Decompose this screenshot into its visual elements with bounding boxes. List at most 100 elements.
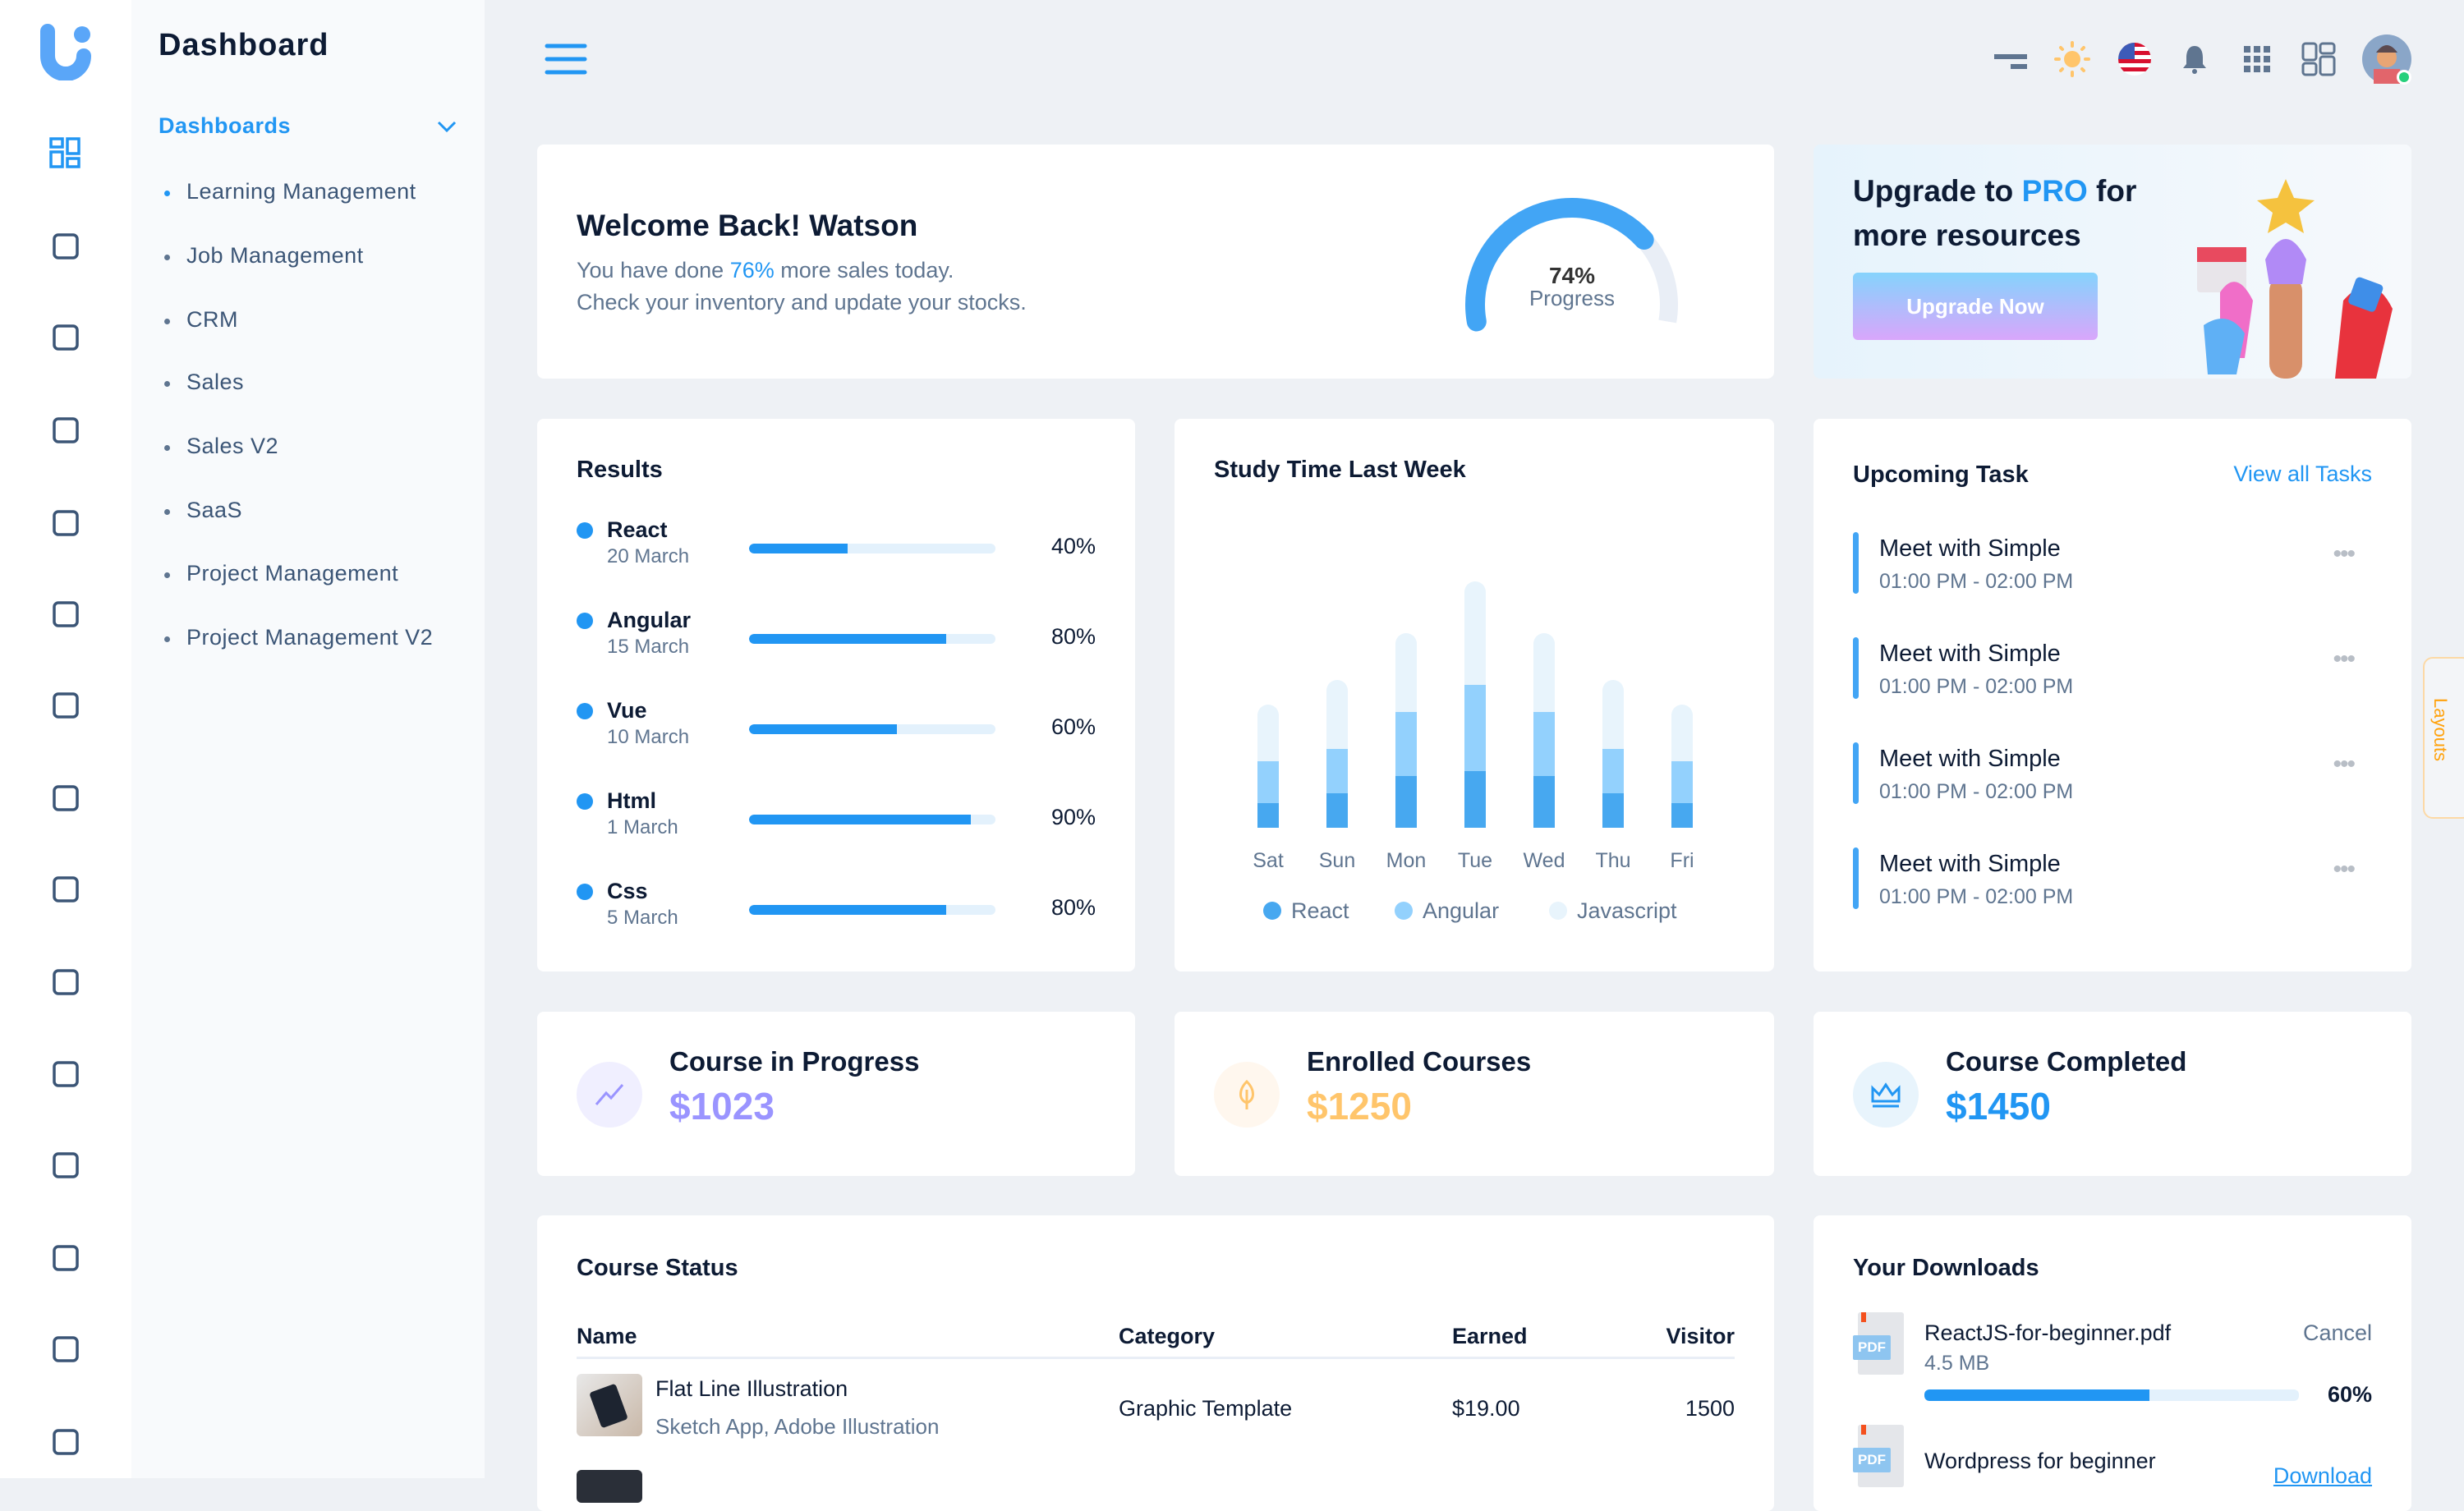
task-item[interactable]: Meet with Simple 01:00 PM - 02:00 PM ••• xyxy=(1814,742,2411,808)
welcome-card: Welcome Back! Watson You have done 76% m… xyxy=(537,145,1774,379)
bar-angular-fri[interactable] xyxy=(1671,761,1693,803)
download-name: Wordpress for beginner xyxy=(1924,1449,2156,1473)
bar-react-fri[interactable] xyxy=(1671,803,1693,828)
course-thumbnail xyxy=(577,1470,642,1503)
bar-javascript-wed[interactable] xyxy=(1533,633,1555,712)
stat-card: Course in Progress $1023 xyxy=(537,1012,1135,1176)
dashboard-icon[interactable] xyxy=(46,134,85,173)
bar-javascript-tue[interactable] xyxy=(1464,581,1486,685)
basket-icon[interactable] xyxy=(46,503,85,543)
bar-react-tue[interactable] xyxy=(1464,771,1486,828)
result-row: Angular 15 March 80% xyxy=(537,608,1135,673)
more-options-icon[interactable]: ••• xyxy=(2333,751,2355,778)
documents-icon[interactable] xyxy=(46,686,85,725)
bar-react-wed[interactable] xyxy=(1533,776,1555,828)
shield-star-icon[interactable] xyxy=(46,1330,85,1369)
layouts-tab[interactable]: Layouts xyxy=(2423,657,2464,819)
course-visitor: 1500 xyxy=(1685,1396,1735,1421)
bar-javascript-sun[interactable] xyxy=(1326,680,1348,749)
col-earned[interactable]: Earned xyxy=(1452,1324,1528,1348)
x-tick-label: Mon xyxy=(1386,849,1427,872)
sidebar-item[interactable]: Job Management xyxy=(164,243,364,268)
layout-icon[interactable] xyxy=(2301,41,2337,77)
sidebar-item[interactable]: CRM xyxy=(164,307,238,332)
bar-angular-mon[interactable] xyxy=(1395,712,1417,776)
hamburger-menu-icon[interactable] xyxy=(545,43,587,76)
filter-icon[interactable] xyxy=(1993,41,2029,77)
col-visitor[interactable]: Visitor xyxy=(1666,1324,1735,1348)
chevron-down-icon[interactable] xyxy=(435,115,458,138)
study-time-card: Study Time Last Week Sat Sun Mon Tue Wed Thu F… xyxy=(1175,419,1774,971)
cancel-download-button[interactable]: Cancel xyxy=(2302,1320,2372,1345)
table-icon[interactable] xyxy=(46,870,85,909)
sidebar-icon[interactable] xyxy=(46,1422,85,1462)
bar-angular-tue[interactable] xyxy=(1464,685,1486,771)
task-item[interactable]: Meet with Simple 01:00 PM - 02:00 PM ••• xyxy=(1814,532,2411,598)
legend-label[interactable]: Javascript xyxy=(1577,898,1677,923)
bar-angular-sun[interactable] xyxy=(1326,749,1348,793)
bell-icon[interactable] xyxy=(2177,41,2213,77)
table-row[interactable]: Flat Line Illustration Sketch App, Adobe… xyxy=(537,1371,1774,1445)
task-item[interactable]: Meet with Simple 01:00 PM - 02:00 PM ••• xyxy=(1814,847,2411,913)
bar-react-sat[interactable] xyxy=(1257,803,1279,828)
bar-angular-sat[interactable] xyxy=(1257,761,1279,803)
results-card: Results React 20 March 40% Angular 15 March 8… xyxy=(537,419,1135,971)
col-name[interactable]: Name xyxy=(577,1324,637,1348)
calendar-icon[interactable] xyxy=(46,1146,85,1185)
bar-react-sun[interactable] xyxy=(1326,793,1348,828)
sidebar-item[interactable]: Project Management xyxy=(163,561,399,586)
bar-javascript-mon[interactable] xyxy=(1395,633,1417,712)
hexagon-eye-icon[interactable] xyxy=(46,595,85,634)
bar-javascript-thu[interactable] xyxy=(1602,680,1624,749)
result-progress-fill xyxy=(749,634,946,644)
bar-react-mon[interactable] xyxy=(1395,776,1417,828)
upgrade-now-button[interactable]: Upgrade Now xyxy=(1853,273,2098,340)
us-flag-icon[interactable] xyxy=(2117,41,2153,77)
icon-rail xyxy=(0,0,131,1478)
bar-angular-wed[interactable] xyxy=(1533,712,1555,776)
chart-title: Study Time Last Week xyxy=(1214,457,1466,483)
upgrade-heading: Upgrade to PRO for more resources xyxy=(1853,169,2136,258)
apps-grid-icon[interactable] xyxy=(2239,41,2275,77)
bar-angular-thu[interactable] xyxy=(1602,749,1624,793)
sidebar-item[interactable]: Sales V2 xyxy=(163,434,279,458)
result-name: Css xyxy=(607,879,648,903)
col-category[interactable]: Category xyxy=(1119,1324,1216,1348)
result-progress-fill xyxy=(749,544,848,553)
bar-javascript-fri[interactable] xyxy=(1671,705,1693,761)
legend-label[interactable]: React xyxy=(1291,898,1349,923)
welcome-title: Welcome Back! Watson xyxy=(577,209,918,242)
result-progress-fill xyxy=(749,815,971,824)
bar-javascript-sat[interactable] xyxy=(1257,705,1279,761)
sidebar-group-dashboards[interactable]: Dashboards xyxy=(159,113,292,138)
avatar[interactable] xyxy=(2362,33,2413,87)
sun-icon[interactable] xyxy=(2054,41,2090,77)
trend-icon xyxy=(577,1062,642,1128)
sidebar-item[interactable]: Sales xyxy=(163,370,245,394)
text: You have done xyxy=(577,258,730,282)
view-all-tasks-link[interactable]: View all Tasks xyxy=(2233,462,2372,486)
task-indicator xyxy=(1853,532,1859,594)
bar-react-thu[interactable] xyxy=(1602,793,1624,828)
task-item[interactable]: Meet with Simple 01:00 PM - 02:00 PM ••• xyxy=(1814,637,2411,703)
progress-gauge xyxy=(1465,198,1678,332)
stat-card: Enrolled Courses $1250 xyxy=(1175,1012,1774,1176)
sidebar-item[interactable]: Project Management V2 xyxy=(163,625,434,650)
rows-icon[interactable] xyxy=(46,1054,85,1094)
layouts-tab-label: Layouts xyxy=(2430,698,2451,762)
legend-label[interactable]: Angular xyxy=(1423,898,1500,923)
download-name: ReactJS-for-beginner.pdf xyxy=(1924,1320,2172,1345)
briefcase-icon[interactable] xyxy=(46,411,85,450)
more-options-icon[interactable]: ••• xyxy=(2333,540,2355,567)
more-options-icon[interactable]: ••• xyxy=(2333,645,2355,673)
receipt-icon[interactable] xyxy=(46,318,85,357)
download-button[interactable]: Download xyxy=(2273,1463,2372,1488)
more-options-icon[interactable]: ••• xyxy=(2333,856,2355,883)
list-icon[interactable] xyxy=(46,962,85,1002)
logo-icon[interactable] xyxy=(39,23,94,80)
chat-icon[interactable] xyxy=(46,1238,85,1278)
sidebar-item[interactable]: SaaS xyxy=(163,498,243,522)
user-icon[interactable] xyxy=(46,227,85,266)
hexagon-eye-icon[interactable] xyxy=(46,778,85,818)
sidebar-item[interactable]: Learning Management xyxy=(164,179,416,204)
